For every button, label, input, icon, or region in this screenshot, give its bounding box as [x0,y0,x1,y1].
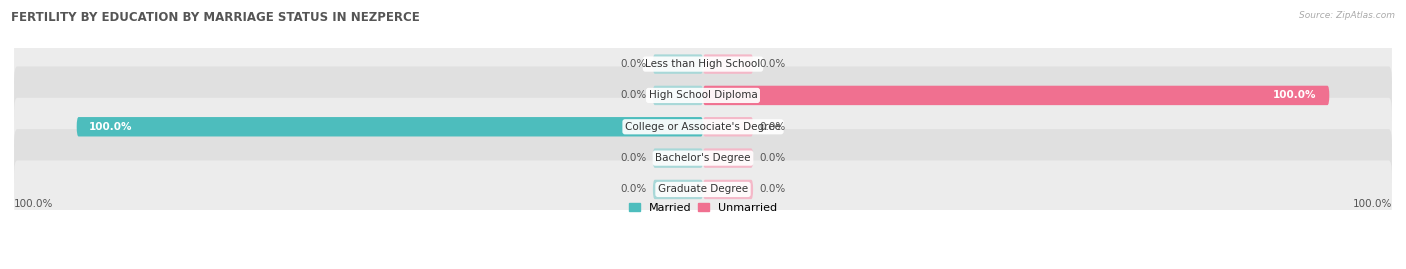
Text: 0.0%: 0.0% [620,185,647,194]
FancyBboxPatch shape [77,117,703,136]
FancyBboxPatch shape [14,35,1392,93]
Text: Graduate Degree: Graduate Degree [658,185,748,194]
FancyBboxPatch shape [652,180,703,199]
FancyBboxPatch shape [14,129,1392,187]
Text: 0.0%: 0.0% [759,122,786,132]
FancyBboxPatch shape [14,98,1392,156]
Text: 0.0%: 0.0% [620,59,647,69]
Text: 0.0%: 0.0% [620,153,647,163]
Text: Bachelor's Degree: Bachelor's Degree [655,153,751,163]
FancyBboxPatch shape [652,86,703,105]
FancyBboxPatch shape [703,86,1329,105]
Text: 100.0%: 100.0% [1274,90,1317,100]
FancyBboxPatch shape [703,54,754,74]
FancyBboxPatch shape [14,66,1392,125]
Text: 100.0%: 100.0% [14,199,53,209]
FancyBboxPatch shape [652,148,703,168]
Text: FERTILITY BY EDUCATION BY MARRIAGE STATUS IN NEZPERCE: FERTILITY BY EDUCATION BY MARRIAGE STATU… [11,11,420,24]
Text: 100.0%: 100.0% [1353,199,1392,209]
Text: College or Associate's Degree: College or Associate's Degree [626,122,780,132]
Text: High School Diploma: High School Diploma [648,90,758,100]
Text: Less than High School: Less than High School [645,59,761,69]
FancyBboxPatch shape [14,161,1392,218]
Text: 0.0%: 0.0% [620,90,647,100]
FancyBboxPatch shape [652,54,703,74]
Text: Source: ZipAtlas.com: Source: ZipAtlas.com [1299,11,1395,20]
Text: 0.0%: 0.0% [759,59,786,69]
Text: 100.0%: 100.0% [89,122,132,132]
FancyBboxPatch shape [703,180,754,199]
Text: 0.0%: 0.0% [759,185,786,194]
FancyBboxPatch shape [703,117,754,136]
FancyBboxPatch shape [703,148,754,168]
Legend: Married, Unmarried: Married, Unmarried [624,198,782,217]
Text: 0.0%: 0.0% [759,153,786,163]
